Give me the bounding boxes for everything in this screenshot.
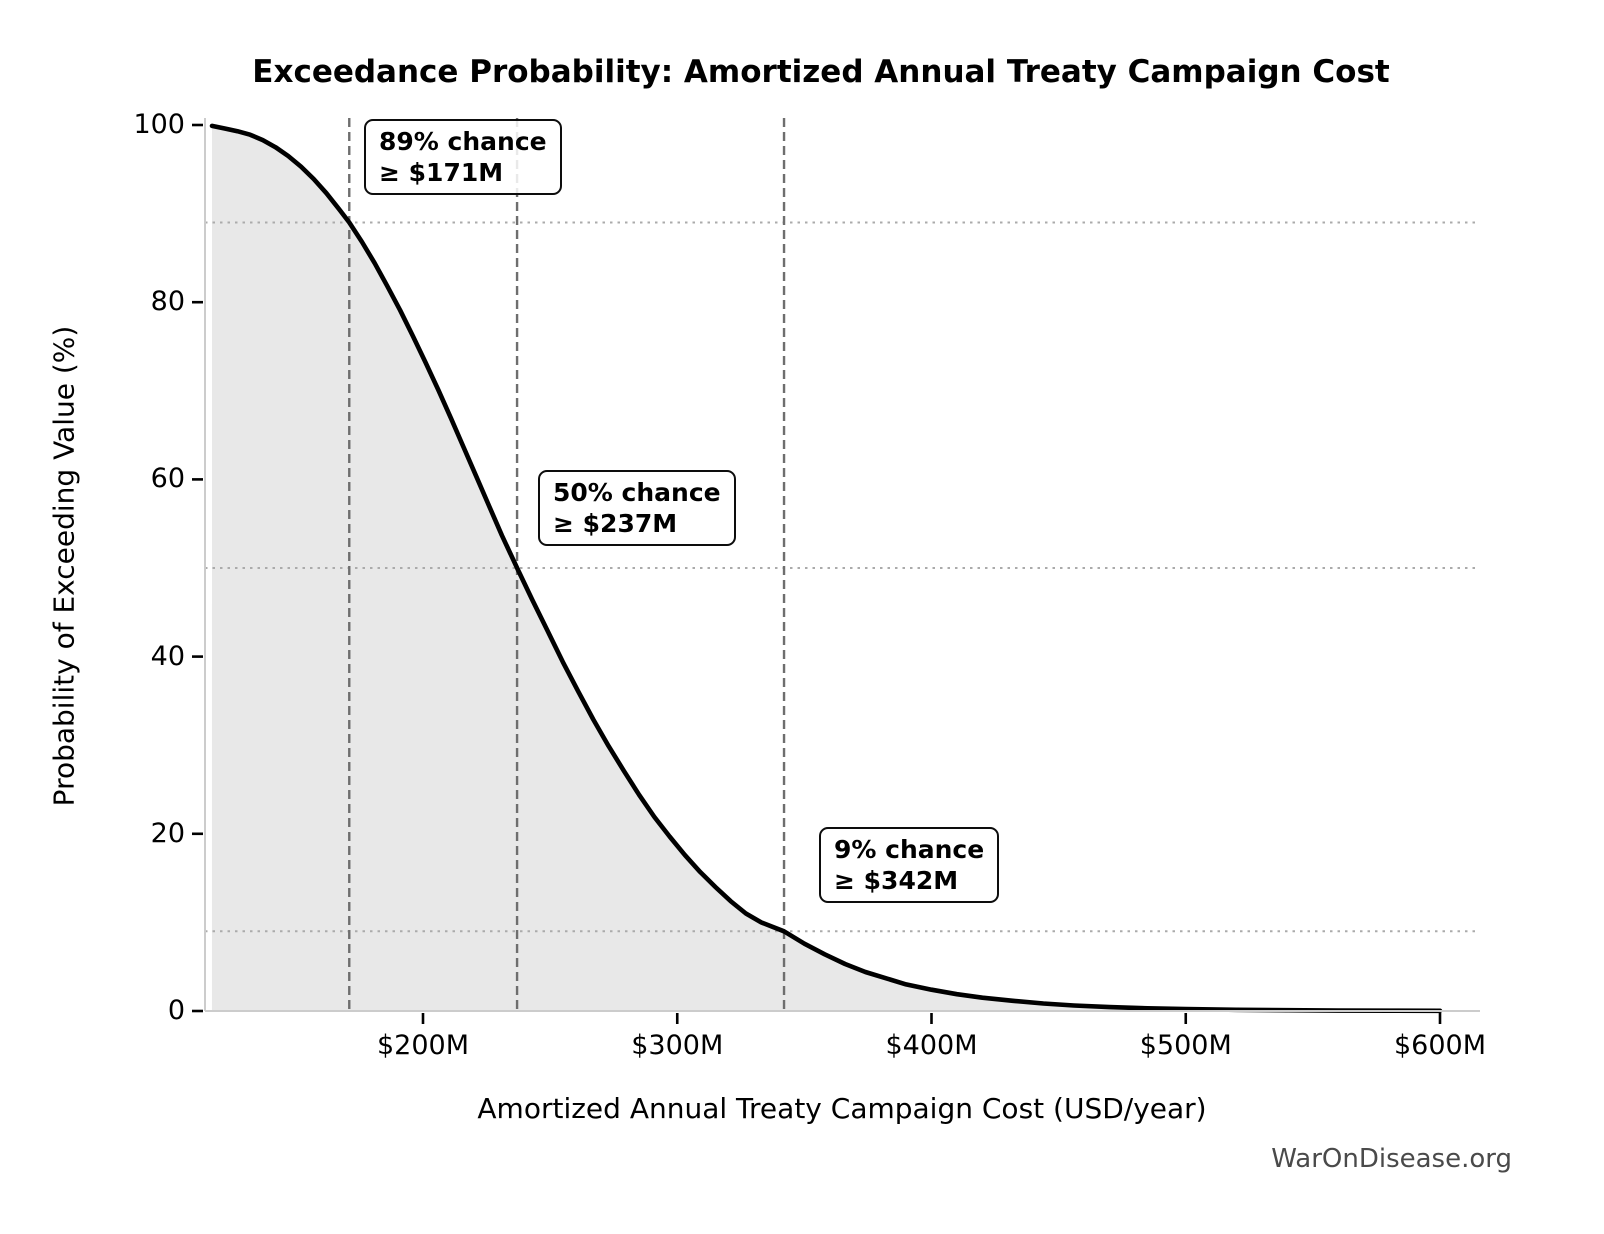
y-axis-label: Probability of Exceeding Value (%)	[47, 325, 81, 807]
y-tick-label: 40	[150, 640, 185, 672]
watermark-text: WarOnDisease.org	[1271, 1144, 1512, 1174]
y-tick-label: 0	[167, 995, 185, 1026]
annotation-box-9pct: 9% chance ≥ $342M	[819, 827, 1000, 903]
x-axis-label: Amortized Annual Treaty Campaign Cost (U…	[477, 1092, 1207, 1125]
x-tick-label: $500M	[1139, 1030, 1232, 1061]
annotation-value-text: ≥ $342M	[834, 866, 959, 895]
annotation-value-text: ≥ $171M	[379, 158, 504, 187]
y-tick-label: 80	[150, 286, 185, 318]
chart-title: Exceedance Probability: Amortized Annual…	[252, 54, 1390, 90]
y-tick-label: 60	[150, 463, 185, 495]
y-tick-label: 20	[150, 817, 185, 849]
annotation-chance-text: 9% chance	[834, 835, 985, 864]
x-tick-label: $600M	[1393, 1030, 1486, 1061]
annotation-box-50pct: 50% chance ≥ $237M	[538, 470, 736, 546]
exceedance-curve-line	[209, 123, 1443, 1014]
y-tick-label: 100	[133, 109, 185, 140]
annotation-chance-text: 50% chance	[553, 478, 721, 507]
annotation-box-89pct: 89% chance ≥ $171M	[364, 119, 562, 195]
annotation-value-text: ≥ $237M	[553, 509, 678, 538]
annotation-chance-text: 89% chance	[379, 127, 547, 156]
area-under-curve	[211, 125, 1440, 1011]
x-tick-label: $300M	[631, 1030, 724, 1061]
x-tick-label: $400M	[885, 1030, 978, 1061]
x-tick-label: $200M	[376, 1030, 469, 1061]
